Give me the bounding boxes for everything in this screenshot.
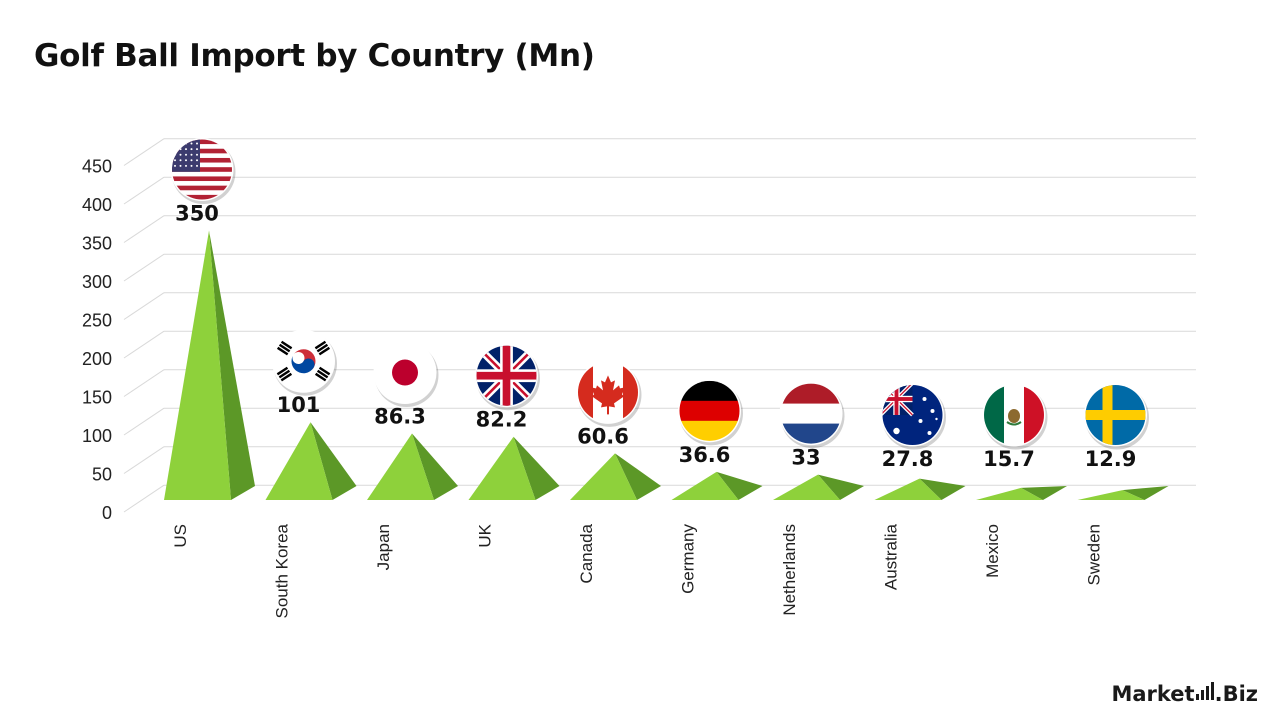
- pyramid-front-face: [773, 474, 840, 500]
- data-label: 12.9: [1085, 447, 1137, 471]
- y-tick-label: 150: [82, 388, 112, 408]
- x-tick-label: UK: [476, 523, 495, 547]
- grid-line-diagonal: [123, 369, 165, 397]
- grid-line-diagonal: [123, 215, 165, 243]
- pyramid-bar: [874, 478, 966, 500]
- brand-text: Market: [1111, 682, 1195, 706]
- y-tick-label: 450: [82, 157, 112, 177]
- y-tick-label: 0: [102, 503, 112, 523]
- y-tick-label: 350: [82, 234, 112, 254]
- pyramid-bar: [468, 436, 560, 500]
- pyramid-bar: [570, 453, 661, 500]
- x-tick-label: Germany: [679, 524, 698, 594]
- pyramid-bar: [367, 433, 458, 500]
- japan-flag-icon: [373, 341, 439, 408]
- data-label: 101: [277, 393, 321, 417]
- data-label: 350: [175, 202, 219, 226]
- pyramid-front-face: [570, 453, 637, 500]
- brand-logo: Market .Biz: [1111, 682, 1258, 706]
- pyramid-front-face: [976, 487, 1043, 500]
- y-tick-label: 100: [82, 426, 112, 446]
- y-tick-label: 250: [82, 311, 112, 331]
- grid-line-diagonal: [123, 292, 165, 320]
- x-tick-label: Australia: [882, 523, 901, 590]
- grid-line-diagonal: [123, 253, 165, 282]
- bar-chart-icon: [1195, 682, 1214, 700]
- pyramid-front-face: [164, 230, 231, 500]
- x-tick-label: Sweden: [1085, 524, 1104, 585]
- y-tick-label: 300: [82, 272, 112, 292]
- grid-line-diagonal: [123, 484, 165, 513]
- data-label: 15.7: [983, 447, 1035, 471]
- pyramid-side-face: [919, 478, 966, 500]
- x-tick-label: US: [171, 524, 190, 548]
- grid-line-diagonal: [123, 446, 165, 474]
- canada-flag-icon: [576, 360, 642, 427]
- x-axis-labels: US South Korea Japan UK Canada Germany Netherl…: [171, 523, 1104, 618]
- uk-flag-icon: [475, 344, 540, 411]
- y-axis-ticks: 0 50 100 150 200 250 300 350 400 450: [82, 157, 112, 524]
- pyramid-bar: [1077, 486, 1169, 500]
- data-label: 60.6: [577, 424, 629, 448]
- sweden-flag-icon: [1084, 383, 1149, 450]
- pyramid-bar: [265, 422, 357, 500]
- data-label: 33: [791, 446, 820, 470]
- data-label: 27.8: [882, 447, 934, 471]
- pyramid-side-face: [1122, 486, 1169, 500]
- pyramid-bar: [976, 486, 1067, 500]
- pyramid-side-face: [513, 436, 560, 500]
- x-tick-label: Netherlands: [780, 524, 799, 616]
- pyramid-side-face: [310, 422, 357, 500]
- data-label: 36.6: [679, 443, 731, 467]
- pyramid-front-face: [265, 422, 333, 500]
- pyramid-front-face: [1077, 490, 1145, 500]
- data-label: 86.3: [374, 405, 426, 429]
- x-tick-label: Canada: [577, 523, 596, 583]
- y-tick-label: 200: [82, 349, 112, 369]
- x-tick-label: Japan: [374, 524, 393, 570]
- germany-flag-icon: [678, 379, 743, 446]
- x-tick-label: Mexico: [983, 524, 1002, 578]
- pyramid-side-face: [1021, 486, 1067, 500]
- south-korea-flag-icon: [272, 329, 337, 396]
- pyramid-side-face: [209, 230, 255, 500]
- flags: [170, 138, 1149, 450]
- netherlands-flag-icon: [779, 382, 845, 449]
- pyramid-side-face: [412, 433, 458, 500]
- pyramid-front-face: [874, 478, 942, 500]
- pyramid-bar: [773, 474, 864, 500]
- data-labels: 350 101 86.3 82.2 60.6 36.6 33 27.8 15.7 12.9: [175, 202, 1136, 472]
- brand-text-suffix: .Biz: [1214, 682, 1258, 706]
- australia-flag-icon: [881, 383, 946, 450]
- pyramid-side-face: [615, 453, 661, 500]
- pyramid-front-face: [671, 471, 739, 500]
- pyramid-front-face: [468, 436, 536, 500]
- x-tick-label: South Korea: [273, 523, 292, 618]
- pyramid-bar: [164, 230, 255, 500]
- pyramid-bar: [671, 471, 763, 500]
- y-tick-label: 50: [92, 465, 112, 485]
- grid-line-diagonal: [123, 138, 165, 166]
- data-label: 82.2: [476, 408, 528, 432]
- y-tick-label: 400: [82, 195, 112, 215]
- grid-lines: [123, 138, 1196, 513]
- us-flag-icon: [170, 138, 236, 204]
- grid-line-diagonal: [123, 407, 165, 436]
- chart-title: Golf Ball Import by Country (Mn): [34, 38, 595, 74]
- pyramid-side-face: [716, 471, 763, 500]
- mexico-flag-icon: [982, 383, 1048, 450]
- pyramid-bars: [164, 230, 1169, 500]
- pyramid-side-face: [818, 474, 864, 500]
- pyramid-front-face: [367, 433, 434, 500]
- grid-line-diagonal: [123, 330, 165, 359]
- grid-line-diagonal: [123, 176, 165, 205]
